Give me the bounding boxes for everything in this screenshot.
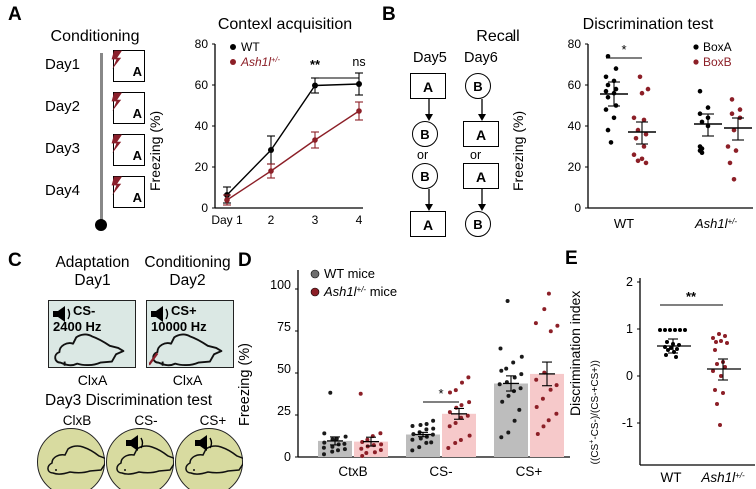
svg-text:75: 75 [277,320,291,334]
svg-text:*: * [438,386,443,401]
svg-text:80: 80 [195,37,209,51]
svg-text:CS-: CS- [429,464,452,479]
svg-text:60: 60 [195,78,209,92]
svg-text:100: 100 [270,278,291,292]
svg-text:WT: WT [661,470,682,485]
svg-text:Day 1: Day 1 [211,213,243,227]
svg-text:50: 50 [277,362,291,376]
svg-text:60: 60 [568,78,582,92]
svg-text:40: 40 [195,119,209,133]
svg-text:*: * [621,42,626,57]
svg-text:**: ** [310,57,321,72]
svg-text:CS+: CS+ [516,464,543,479]
svg-text:ns: ns [352,55,365,69]
svg-text:3: 3 [312,213,319,227]
svg-text:WT: WT [241,40,260,54]
svg-text:20: 20 [195,160,209,174]
svg-text:25: 25 [277,404,291,418]
svg-text:0: 0 [201,201,208,215]
svg-text:0: 0 [284,450,291,464]
svg-text:2: 2 [626,275,633,289]
svg-text:Ash1l+/- mice: Ash1l+/- mice [323,284,397,299]
svg-text:80: 80 [568,37,582,51]
svg-text:40: 40 [568,119,582,133]
svg-text:WT mice: WT mice [324,266,375,281]
svg-text:Ash1l+/-: Ash1l+/- [694,216,737,231]
svg-text:1: 1 [626,322,633,336]
svg-text:**: ** [686,289,697,304]
svg-text:2: 2 [268,213,275,227]
svg-text:0: 0 [626,369,633,383]
svg-text:BoxA: BoxA [703,40,732,54]
svg-text:BoxB: BoxB [703,55,732,69]
svg-text:Ash1l+/-: Ash1l+/- [700,470,745,485]
svg-text:WT: WT [614,216,634,231]
svg-text:Ash1l+/-: Ash1l+/- [240,55,280,70]
svg-text:20: 20 [568,160,582,174]
svg-text:-1: -1 [622,416,633,430]
svg-text:CtxB: CtxB [338,464,367,479]
svg-text:4: 4 [356,213,363,227]
svg-text:0: 0 [574,201,581,215]
